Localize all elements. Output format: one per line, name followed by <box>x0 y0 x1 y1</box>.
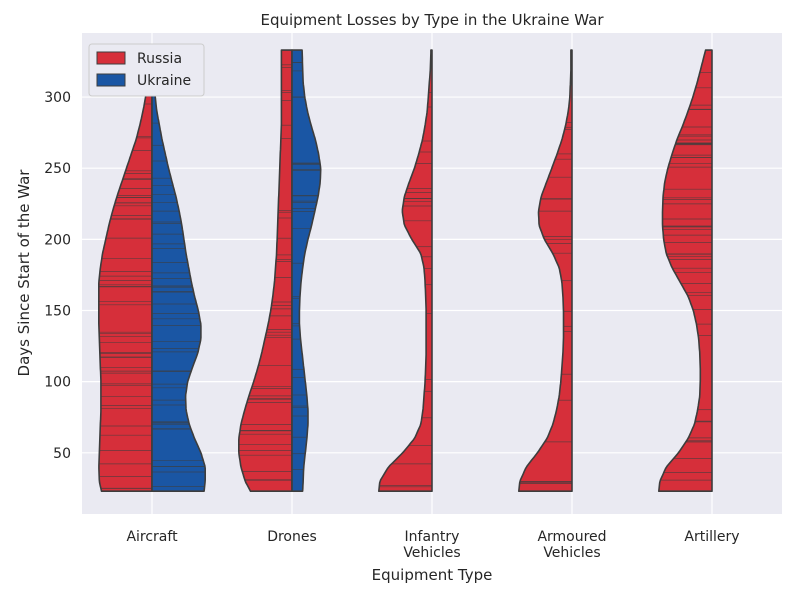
legend-label-russia: Russia <box>137 51 182 67</box>
violin-russia-2 <box>378 49 433 493</box>
y-tick-label-150: 150 <box>44 304 71 320</box>
chart-title: Equipment Losses by Type in the Ukraine … <box>260 11 604 29</box>
violin-ukraine-1 <box>291 49 322 493</box>
legend-swatch-russia <box>96 51 126 65</box>
violin-russia-1 <box>238 49 293 493</box>
violins <box>98 49 713 493</box>
legend-label-ukraine: Ukraine <box>137 73 191 89</box>
x-tick-label-1: Drones <box>267 529 317 545</box>
legend: Russia Ukraine <box>88 43 205 97</box>
y-tick-labels: 50 100 150 200 250 300 <box>44 90 71 462</box>
x-tick-labels: Aircraft Drones Infantry Vehicles Armoured Ve… <box>126 529 739 561</box>
x-axis-label: Equipment Type <box>372 566 493 584</box>
y-tick-label-250: 250 <box>44 161 71 177</box>
y-axis-label: Days Since Start of the War <box>15 169 33 377</box>
legend-swatch-ukraine <box>96 73 126 87</box>
y-tick-label-200: 200 <box>44 232 71 248</box>
violin-russia-4 <box>658 49 713 493</box>
violin-body-russia-0 <box>98 49 153 493</box>
violin-body-ukraine-1 <box>291 49 322 493</box>
violin-ukraine-0 <box>151 49 206 493</box>
violin-russia-3 <box>518 49 573 493</box>
violin-body-russia-4 <box>658 49 713 493</box>
x-tick-label-0: Aircraft <box>126 529 178 545</box>
x-tick-label-2: Infantry Vehicles <box>403 529 460 561</box>
violin-body-russia-1 <box>238 49 293 493</box>
violin-body-russia-2 <box>378 49 433 493</box>
violin-russia-0 <box>98 49 153 493</box>
y-tick-label-100: 100 <box>44 375 71 391</box>
y-tick-label-50: 50 <box>53 446 71 462</box>
x-tick-label-4: Artillery <box>684 529 739 545</box>
violin-body-russia-3 <box>518 49 573 493</box>
x-tick-label-3: Armoured Vehicles <box>537 529 606 561</box>
y-tick-label-300: 300 <box>44 90 71 106</box>
violin-body-ukraine-0 <box>151 49 206 493</box>
